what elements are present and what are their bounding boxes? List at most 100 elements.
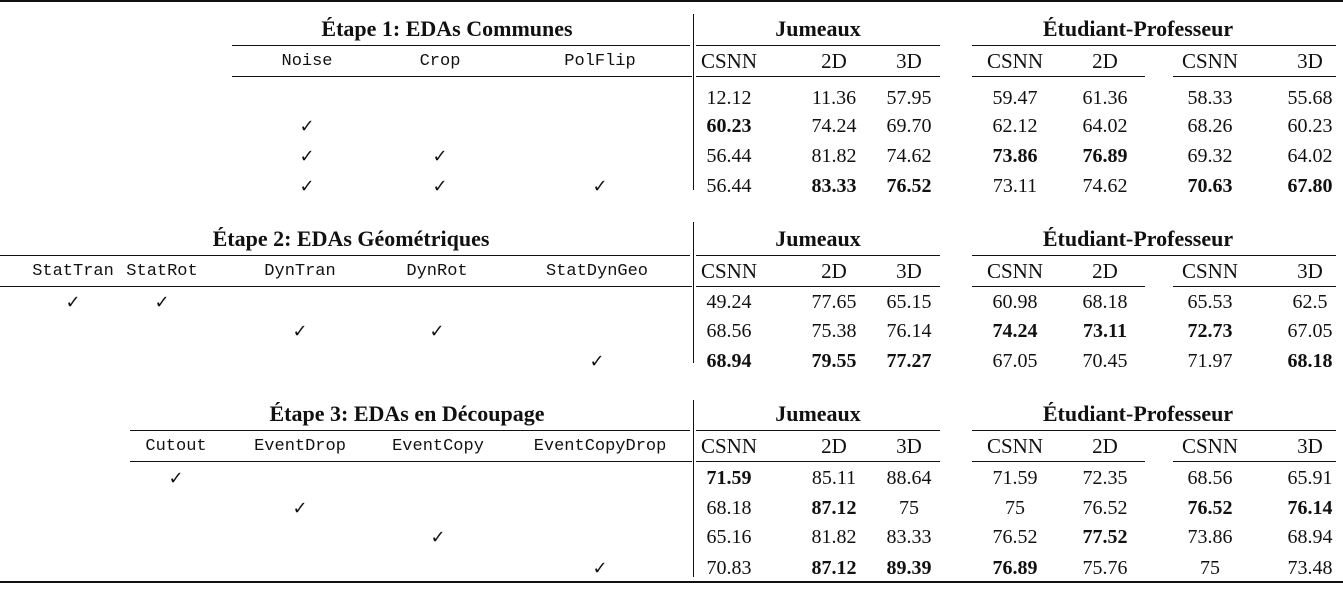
table-cell-value: 68.56 bbox=[1187, 467, 1233, 489]
metric-column-header: CSNN bbox=[986, 259, 1044, 283]
table-cell-value: 70.45 bbox=[1082, 350, 1128, 372]
aug-column-header: Cutout bbox=[145, 437, 207, 456]
check-mark: ✓ bbox=[154, 292, 170, 313]
table-cell-value: 68.56 bbox=[706, 320, 752, 342]
table-cell-value: 69.70 bbox=[886, 115, 932, 137]
group-underline bbox=[696, 255, 940, 256]
table-cell-value: 11.36 bbox=[811, 87, 857, 109]
metric-column-header: CSNN bbox=[1181, 259, 1239, 283]
header-rule bbox=[232, 76, 692, 77]
block-title: Étape 2: EDAs Géométriques bbox=[212, 226, 490, 251]
table-cell-value: 83.33 bbox=[811, 175, 857, 197]
table-cell-value: 76.52 bbox=[1082, 497, 1128, 519]
table-cell-value: 62.12 bbox=[992, 115, 1038, 137]
header-rule bbox=[1173, 461, 1336, 462]
table-cell-value: 60.23 bbox=[706, 115, 752, 137]
table-cell-value: 12.12 bbox=[706, 87, 752, 109]
table-cell-value: 85.11 bbox=[811, 467, 857, 489]
table-cell-value: 76.89 bbox=[992, 557, 1038, 579]
aug-column-header: EventDrop bbox=[254, 437, 346, 456]
table-cell-value: 67.05 bbox=[1287, 320, 1333, 342]
check-mark: ✓ bbox=[430, 527, 446, 548]
table-cell-value: 89.39 bbox=[886, 557, 932, 579]
table-cell-value: 69.32 bbox=[1187, 145, 1233, 167]
metric-column-header: CSNN bbox=[1181, 434, 1239, 458]
block-divider bbox=[693, 222, 694, 363]
check-mark: ✓ bbox=[292, 498, 308, 519]
block-title: Étape 1: EDAs Communes bbox=[321, 16, 573, 41]
header-rule bbox=[696, 461, 940, 462]
table-cell-value: 77.52 bbox=[1082, 526, 1128, 548]
block-divider bbox=[693, 400, 694, 577]
group-underline bbox=[972, 430, 1336, 431]
table-cell-value: 71.59 bbox=[992, 467, 1038, 489]
table-cell-value: 65.15 bbox=[886, 291, 932, 313]
metric-column-header: 3D bbox=[1297, 49, 1323, 73]
group-underline bbox=[972, 45, 1336, 46]
table-cell-value: 76.14 bbox=[886, 320, 932, 342]
table-cell-value: 75.38 bbox=[811, 320, 857, 342]
table-cell-value: 62.5 bbox=[1292, 291, 1328, 313]
header-rule bbox=[696, 286, 940, 287]
table-bottom-rule bbox=[0, 581, 1343, 583]
table-cell-value: 71.97 bbox=[1187, 350, 1233, 372]
header-rule bbox=[972, 461, 1145, 462]
group-underline bbox=[696, 45, 940, 46]
table-cell-value: 76.52 bbox=[886, 175, 932, 197]
table-cell-value: 74.24 bbox=[992, 320, 1038, 342]
table-cell-value: 77.65 bbox=[811, 291, 857, 313]
table-cell-value: 68.18 bbox=[1082, 291, 1128, 313]
check-mark: ✓ bbox=[299, 176, 315, 197]
header-rule bbox=[1173, 76, 1336, 77]
table-cell-value: 64.02 bbox=[1082, 115, 1128, 137]
table-cell-value: 76.52 bbox=[992, 526, 1038, 548]
table-cell-value: 81.82 bbox=[811, 145, 857, 167]
check-mark: ✓ bbox=[592, 176, 608, 197]
metric-column-header: CSNN bbox=[700, 259, 758, 283]
title-underline bbox=[232, 45, 690, 46]
table-cell-value: 56.44 bbox=[706, 175, 752, 197]
group-header: Étudiant-Professeur bbox=[1042, 16, 1234, 41]
metric-column-header: 2D bbox=[1092, 49, 1118, 73]
table-cell-value: 71.59 bbox=[706, 467, 752, 489]
metric-column-header: CSNN bbox=[986, 49, 1044, 73]
group-header: Étudiant-Professeur bbox=[1042, 401, 1234, 426]
table-cell-value: 70.83 bbox=[706, 557, 752, 579]
table-cell-value: 73.11 bbox=[1083, 320, 1127, 342]
table-cell-value: 72.73 bbox=[1187, 320, 1233, 342]
table-cell-value: 65.53 bbox=[1187, 291, 1233, 313]
title-underline bbox=[0, 255, 690, 256]
table-cell-value: 77.27 bbox=[886, 350, 932, 372]
metric-column-header: 3D bbox=[1297, 259, 1323, 283]
metric-column-header: CSNN bbox=[700, 434, 758, 458]
table-cell-value: 68.94 bbox=[1287, 526, 1333, 548]
table-cell-value: 64.02 bbox=[1287, 145, 1333, 167]
table-cell-value: 87.12 bbox=[811, 497, 857, 519]
table-cell-value: 75 bbox=[1005, 497, 1025, 519]
header-rule bbox=[1173, 286, 1336, 287]
metric-column-header: 3D bbox=[1297, 434, 1323, 458]
header-rule bbox=[972, 76, 1145, 77]
table-cell-value: 73.11 bbox=[992, 175, 1038, 197]
check-mark: ✓ bbox=[429, 321, 445, 342]
check-mark: ✓ bbox=[299, 146, 315, 167]
aug-column-header: StatTran bbox=[32, 262, 114, 281]
check-mark: ✓ bbox=[432, 146, 448, 167]
table-cell-value: 49.24 bbox=[706, 291, 752, 313]
group-underline bbox=[972, 255, 1336, 256]
table-cell-value: 65.91 bbox=[1287, 467, 1333, 489]
header-rule bbox=[130, 461, 692, 462]
header-rule bbox=[0, 286, 692, 287]
table-cell-value: 68.26 bbox=[1187, 115, 1233, 137]
table-cell-value: 83.33 bbox=[886, 526, 932, 548]
metric-column-header: 2D bbox=[1092, 259, 1118, 283]
table-cell-value: 73.86 bbox=[992, 145, 1038, 167]
metric-column-header: CSNN bbox=[986, 434, 1044, 458]
table-cell-value: 87.12 bbox=[811, 557, 857, 579]
title-underline bbox=[130, 430, 690, 431]
table-cell-value: 65.16 bbox=[706, 526, 752, 548]
metric-column-header: 2D bbox=[821, 49, 847, 73]
aug-column-header: StatRot bbox=[126, 262, 198, 281]
table-cell-value: 79.55 bbox=[811, 350, 857, 372]
metric-column-header: CSNN bbox=[700, 49, 758, 73]
